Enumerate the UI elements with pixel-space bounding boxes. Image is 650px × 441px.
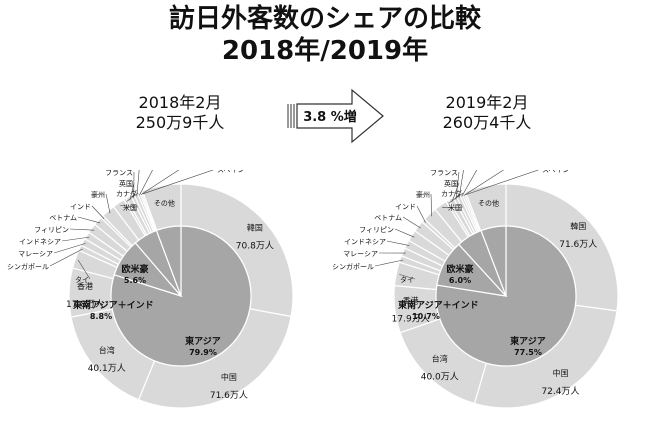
period-2018: 2018年2月 250万9千人 <box>100 93 260 133</box>
leader-line <box>120 205 139 208</box>
outer-data-label: 17.8万人 <box>66 299 104 310</box>
inner-data-label: 6.0% <box>449 276 471 285</box>
leader-line <box>140 170 180 195</box>
leader-line <box>77 259 91 280</box>
outer-category-label: インド <box>70 203 91 211</box>
outer-category-label: フィリピン <box>34 226 69 234</box>
inner-slice <box>480 225 507 297</box>
chart-subtitle: 2018年/2019年 <box>221 36 429 66</box>
outer-category-label: インドネシア <box>344 238 386 246</box>
outer-category-label: 台湾 <box>99 345 115 355</box>
leader-line <box>430 193 433 217</box>
outer-category-label: カナダ <box>441 189 462 198</box>
inner-data-label: 8.8% <box>90 312 112 321</box>
leader-line <box>416 205 426 223</box>
leader-line <box>463 170 505 196</box>
leader-line <box>461 170 478 197</box>
leader-line <box>105 193 111 214</box>
outer-category-label: 韓国 <box>247 223 263 233</box>
outer-data-label: 17.9万人 <box>392 314 430 325</box>
outer-data-label: 40.0万人 <box>421 371 459 382</box>
outer-category-label: 中国 <box>221 372 237 382</box>
inner-series-name: 欧米豪 <box>121 263 148 275</box>
outer-category-label: その他 <box>478 199 499 208</box>
inner-series-name: 東南アジア＋インド <box>398 299 479 311</box>
leader-line <box>455 171 460 200</box>
leader-line <box>374 259 404 267</box>
outer-category-label: ベトナム <box>49 214 77 222</box>
outer-category-label: 香港 <box>77 281 93 291</box>
leader-line <box>142 170 214 195</box>
outer-category-label: インドネシア <box>19 238 61 246</box>
outer-category-label: 豪州 <box>416 190 430 199</box>
outer-category-label: 米国 <box>123 203 137 212</box>
outer-category-label: フランス <box>430 170 458 177</box>
leader-line <box>136 170 140 197</box>
outer-category-label: 英国 <box>444 179 458 188</box>
inner-data-label: 79.9% <box>189 348 217 357</box>
outer-data-label: 72.4万人 <box>541 386 579 397</box>
leader-line <box>91 205 105 219</box>
outer-category-label: インド <box>395 203 416 211</box>
inner-slice <box>155 225 182 297</box>
outer-category-label: 英国 <box>119 179 133 188</box>
inner-data-label: 10.7% <box>412 312 440 321</box>
outer-category-label: タイ <box>75 275 89 284</box>
inner-series-name: 東アジア <box>185 335 221 347</box>
outer-category-label: スペイン <box>542 170 570 174</box>
leader-line <box>399 274 416 280</box>
outer-category-label: 豪州 <box>91 190 105 199</box>
outer-category-label: カナダ <box>116 189 137 198</box>
outer-category-label: フィリピン <box>359 226 394 234</box>
leader-line <box>61 236 90 242</box>
leader-line <box>69 228 95 231</box>
outer-data-label: 71.6万人 <box>559 239 597 250</box>
leader-line <box>402 216 421 229</box>
inner-data-label: 5.6% <box>124 276 146 285</box>
inner-data-label: 77.5% <box>514 348 542 357</box>
outer-category-label: スペイン <box>217 170 245 174</box>
period-label: 2018年2月 <box>138 93 222 112</box>
outer-category-label: マレーシア <box>343 250 378 258</box>
outer-category-label: タイ <box>400 275 414 284</box>
leader-line <box>53 243 86 254</box>
outer-category-label: マレーシア <box>18 250 53 258</box>
inner-series-name: 東アジア <box>510 335 546 347</box>
leader-line <box>386 240 410 246</box>
outer-category-label: 香港 <box>403 296 419 306</box>
leader-line <box>451 182 460 202</box>
outer-category-label: 米国 <box>448 203 462 212</box>
leader-line <box>129 182 135 200</box>
outer-category-label: フランス <box>105 170 133 177</box>
leader-line <box>442 206 464 208</box>
outer-category-label: その他 <box>154 198 175 207</box>
outer-category-label: 韓国 <box>570 221 586 231</box>
period-total: 250万9千人 <box>135 113 225 132</box>
outer-data-label: 70.8万人 <box>236 241 274 252</box>
outer-category-label: 台湾 <box>432 353 448 363</box>
leader-line <box>465 170 540 196</box>
inner-series-name: 欧米豪 <box>446 263 473 275</box>
leader-line <box>394 228 415 238</box>
outer-data-label: 40.1万人 <box>88 363 126 374</box>
inner-series-name: 東南アジア＋インド <box>73 299 154 311</box>
outer-category-label: シンガポール <box>7 262 49 271</box>
outer-category-label: 中国 <box>552 368 568 378</box>
leader-line <box>77 216 101 224</box>
chart-title: 訪日外客数のシェアの比較 <box>168 4 481 34</box>
leader-line <box>49 248 83 267</box>
leader-line <box>139 170 153 196</box>
leader-line <box>126 192 139 202</box>
period-2019: 2019年2月 260万4千人 <box>397 93 577 133</box>
outer-category-label: ベトナム <box>374 214 402 222</box>
outer-category-label: シンガポール <box>332 262 374 271</box>
leader-line <box>458 170 464 198</box>
period-total: 260万4千人 <box>442 113 532 132</box>
period-label: 2019年2月 <box>445 93 529 112</box>
growth-arrow-icon: 3.8 %増 <box>287 88 384 144</box>
growth-label: 3.8 %増 <box>303 109 357 125</box>
outer-data-label: 71.6万人 <box>210 390 248 401</box>
